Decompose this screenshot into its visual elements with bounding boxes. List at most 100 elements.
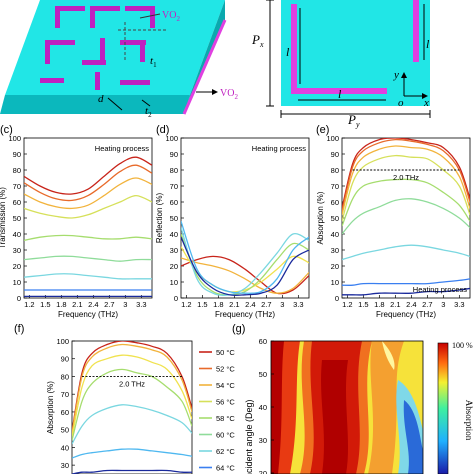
plot-frame: [23, 137, 153, 299]
substrate-top: [5, 0, 225, 95]
y-tick-label: 80: [61, 372, 69, 381]
series-line-5: [72, 404, 192, 445]
y-tick-label: 50: [170, 214, 178, 223]
series-line-4: [342, 154, 470, 222]
x-tick-label: 3: [280, 300, 284, 309]
series-line-6: [342, 198, 470, 235]
y-tick-label: 20: [331, 262, 339, 271]
y-tick-label: 80: [331, 166, 339, 175]
series-group: [72, 341, 192, 474]
y-tick-label: 100: [165, 134, 178, 143]
x-tick-label: 3.3: [454, 300, 464, 309]
series-line-1: [342, 138, 470, 209]
x-tick-label: 2.7: [104, 300, 114, 309]
t2-label: t2: [145, 105, 152, 119]
series-line-2: [72, 343, 192, 434]
y-tick-label: 0: [335, 294, 339, 303]
heatmap-y-tick-label: 40: [259, 403, 267, 412]
y-tick-label: 40: [331, 230, 339, 239]
annotation-label: Heating process: [413, 285, 467, 294]
y-tick-label: 90: [331, 150, 339, 159]
y-tick-label: 10: [331, 278, 339, 287]
series-line-8: [342, 278, 470, 286]
y-tick-label: 80: [170, 166, 178, 175]
y-tick-label: 70: [170, 182, 178, 191]
y-tick-label: 0: [17, 294, 21, 303]
series-line-3: [24, 177, 152, 210]
colorbar: [437, 342, 449, 474]
series-line-5: [181, 227, 309, 297]
y-tick-label: 50: [331, 214, 339, 223]
y-tick-label: 30: [331, 246, 339, 255]
t1-label: t1: [150, 55, 157, 69]
y-tick-label: 10: [13, 278, 21, 287]
y-tick-label: 100: [8, 134, 21, 143]
y-tick-label: 90: [13, 150, 21, 159]
x-axis-label: Frequency (THz): [215, 310, 275, 319]
chart-transmission: 0 10 20 30 40 50 60 70 80 90 100 1.2 1.5 1.8 2.1 2.4 2.7…: [0, 134, 153, 319]
x-tick-label: 1.5: [358, 300, 368, 309]
series-group: [181, 220, 309, 297]
y-tick-label: 100: [326, 134, 339, 143]
y-axis-label: Transmission (%): [0, 187, 7, 249]
x-tick-label: 1.8: [374, 300, 384, 309]
x-tick-label: 1.2: [181, 300, 191, 309]
series-line-7: [72, 469, 192, 474]
axis-y-label: y: [393, 69, 399, 81]
panel-label-f: (f): [14, 323, 24, 335]
y-tick-label: 70: [61, 390, 69, 399]
vo2-label-side: VO2: [220, 88, 238, 101]
heatmap-y-tick-label: 50: [259, 370, 267, 379]
y-tick-label: 60: [13, 198, 21, 207]
y-tick-label: 30: [13, 246, 21, 255]
structure-3d: VO2 t1 d t2 VO2: [0, 0, 238, 119]
vo2-strip-left: [291, 4, 297, 94]
series-line-7: [24, 273, 152, 280]
series-line-7: [181, 236, 309, 297]
heatmap-ylabel: Incident angle (Deg): [244, 399, 254, 474]
y-tick-label: 30: [170, 246, 178, 255]
legend-label-2: 52 °C: [216, 365, 235, 374]
vo2-label-top: VO2: [162, 10, 180, 23]
y-tick-label: 60: [170, 198, 178, 207]
x-tick-label: 1.8: [213, 300, 223, 309]
px-label: Px: [251, 32, 264, 49]
legend-label-7: 62 °C: [216, 447, 235, 456]
chart-reflection: 0 10 20 30 40 50 60 70 80 90 100 1.2 1.5 1.8 2.1 2.4 2.7…: [155, 134, 310, 319]
d-label: d: [98, 93, 104, 105]
plot-frame: [341, 137, 471, 299]
series-line-6: [72, 448, 192, 459]
substrate-side-front: [0, 95, 190, 114]
y-tick-label: 50: [13, 214, 21, 223]
series-line-6: [181, 220, 309, 294]
x-tick-label: 2.1: [229, 300, 239, 309]
x-axis-label: Frequency (THz): [58, 310, 118, 319]
colorbar-max-label: 100 %: [452, 341, 473, 350]
legend-label-1: 50 °C: [216, 348, 235, 357]
unit-cell: Px Py l l l y x o: [251, 0, 431, 129]
bandwidth-label: 2.0 THz: [393, 173, 419, 182]
y-tick-label: 90: [61, 355, 69, 364]
legend-label-5: 58 °C: [216, 414, 235, 423]
series-group: [342, 138, 470, 296]
py-label: Py: [347, 112, 360, 129]
substrate-side-right: [184, 0, 225, 114]
x-tick-label: 1.5: [40, 300, 50, 309]
y-tick-label: 100: [56, 337, 69, 346]
vo2-strip-bottom: [291, 88, 387, 94]
y-tick-label: 70: [331, 182, 339, 191]
y-tick-label: 90: [170, 150, 178, 159]
chart-absorption-heating: 0 10 20 30 40 50 60 70 80 90 100 1.2 1.5 1.8 2.1 2.4 2.7…: [316, 134, 471, 319]
series-line-5: [24, 234, 152, 242]
legend-label-3: 54 °C: [216, 381, 235, 390]
y-tick-label: 50: [61, 426, 69, 435]
vo2-layer-edge: [182, 19, 227, 115]
x-tick-label: 2.4: [406, 300, 416, 309]
series-line-9: [342, 287, 470, 296]
heatmap-y-tick-label: 60: [259, 337, 267, 346]
x-tick-label: 3.3: [136, 300, 146, 309]
legend-label-6: 60 °C: [216, 431, 235, 440]
annotation-label: Heating process: [95, 144, 149, 153]
y-axis-label: Absorption (%): [316, 191, 325, 244]
y-axis-label: Reflection (%): [155, 193, 164, 244]
